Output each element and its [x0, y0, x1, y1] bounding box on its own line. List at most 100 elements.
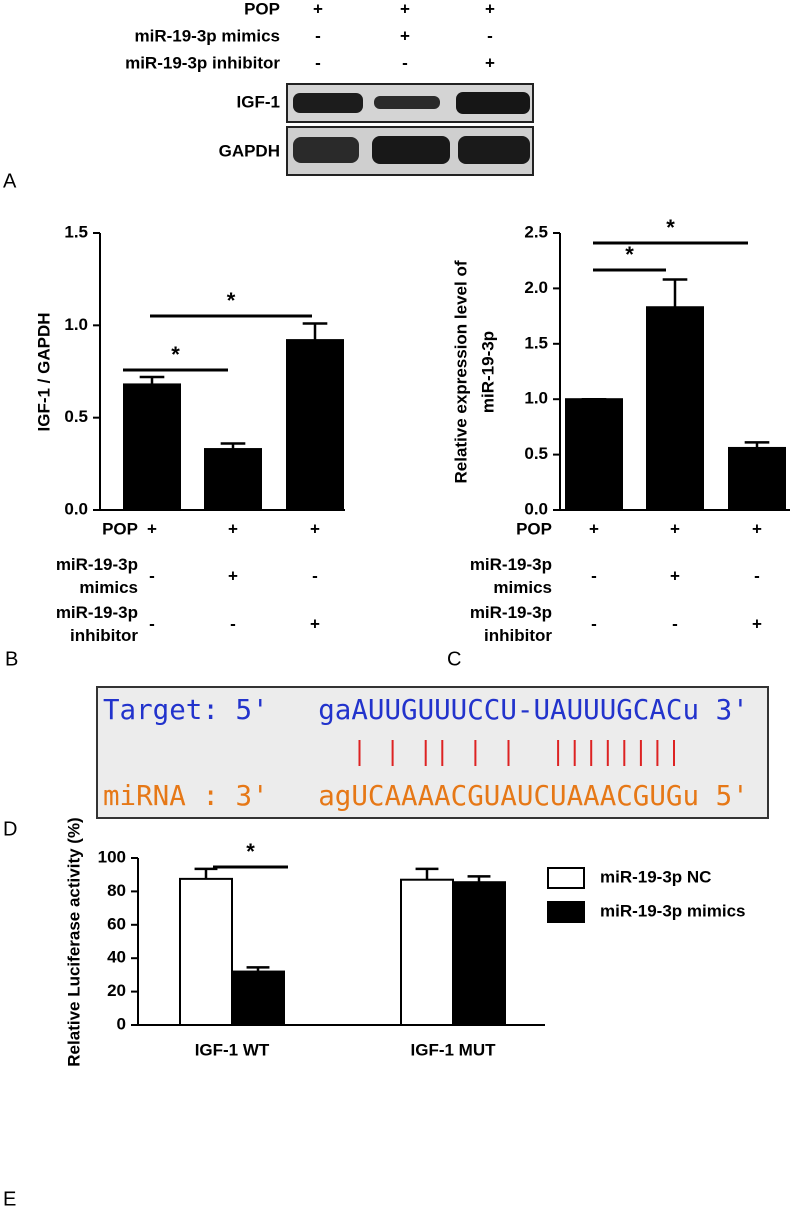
- bar: [565, 398, 623, 512]
- legend-label: miR-19-3p NC: [600, 867, 711, 886]
- y-tick-label: 1.5: [524, 333, 548, 352]
- sign: +: [310, 614, 320, 633]
- y-tick-label: 80: [107, 881, 126, 900]
- x-tick-label: IGF-1 WT: [195, 1040, 270, 1059]
- y-tick-label: 1.0: [64, 315, 88, 334]
- significance-label: *: [246, 839, 255, 864]
- significance-label: *: [171, 342, 180, 367]
- y-tick-label: 0.5: [524, 444, 548, 463]
- bar: [204, 448, 262, 511]
- y-axis-label: Relative Luciferase activity (%): [64, 817, 83, 1066]
- sign: +: [589, 519, 599, 538]
- target-sequence: Target: 5' gaAUUGUUUCCU-UAUUUGCACu 3': [103, 694, 749, 726]
- mirna-sequence: miRNA : 3' agUCAAAACGUAUCUAAACGUGu 5': [103, 780, 749, 812]
- sign: -: [591, 566, 597, 585]
- sign: -: [149, 566, 155, 585]
- error-bar: [220, 442, 246, 450]
- y-tick-label: 60: [107, 914, 126, 933]
- blot-label: GAPDH: [219, 141, 280, 160]
- row-label: miR-19-3p: [470, 603, 552, 622]
- y-tick-label: 100: [98, 847, 126, 866]
- bar: [231, 970, 285, 1026]
- bar: [452, 881, 506, 1027]
- bar: [286, 339, 344, 511]
- panel-label: C: [447, 648, 461, 670]
- sign: -: [315, 26, 321, 45]
- y-tick-label: 1.5: [64, 222, 88, 241]
- sign: +: [400, 26, 410, 45]
- row-label: POP: [516, 519, 552, 538]
- bar: [400, 878, 454, 1027]
- sign: -: [754, 566, 760, 585]
- sign: +: [313, 0, 323, 18]
- panel-label: E: [3, 1188, 16, 1210]
- bar: [123, 383, 181, 511]
- row-label: POP: [244, 0, 280, 18]
- sign: +: [670, 566, 680, 585]
- sign: -: [230, 614, 236, 633]
- y-tick-label: 0.0: [524, 499, 548, 518]
- sign: +: [228, 566, 238, 585]
- bar: [646, 306, 704, 511]
- sign: +: [400, 0, 410, 18]
- row-label: POP: [102, 519, 138, 538]
- sign: +: [485, 0, 495, 18]
- row-label: miR-19-3p: [470, 555, 552, 574]
- error-bar: [194, 867, 218, 879]
- significance-label: *: [666, 215, 675, 240]
- error-bar: [415, 867, 439, 880]
- sign: -: [487, 26, 493, 45]
- y-axis-label: IGF-1 / GAPDH: [34, 312, 53, 431]
- bar: [179, 877, 233, 1026]
- error-bar: [302, 322, 328, 341]
- panel-label: D: [3, 818, 17, 840]
- row-label: miR-19-3p mimics: [135, 26, 281, 45]
- sign: +: [752, 519, 762, 538]
- row-label: mimics: [79, 578, 138, 597]
- y-tick-label: 0: [117, 1014, 126, 1033]
- row-label: miR-19-3p: [56, 603, 138, 622]
- sign: +: [670, 519, 680, 538]
- legend-swatch: [547, 901, 585, 923]
- y-axis-label: miR-19-3p: [478, 331, 497, 413]
- sequence-box: [96, 686, 769, 819]
- sign: -: [312, 566, 318, 585]
- western-blot: [286, 83, 534, 176]
- blot-label: IGF-1: [237, 92, 280, 111]
- significance-label: *: [625, 242, 634, 267]
- significance-label: *: [227, 288, 236, 313]
- y-axis-label: Relative expression level of: [451, 260, 470, 483]
- sign: -: [591, 614, 597, 633]
- sign: -: [149, 614, 155, 633]
- y-tick-label: 0.5: [64, 407, 88, 426]
- panel-label: B: [5, 648, 18, 670]
- row-label: inhibitor: [484, 626, 552, 645]
- y-tick-label: 2.0: [524, 278, 548, 297]
- error-bar: [467, 875, 491, 883]
- row-label: inhibitor: [70, 626, 138, 645]
- sign: +: [485, 53, 495, 72]
- y-tick-label: 0.0: [64, 499, 88, 518]
- error-bar: [744, 441, 770, 448]
- sign: +: [752, 614, 762, 633]
- sign: -: [315, 53, 321, 72]
- sign: +: [310, 519, 320, 538]
- y-tick-label: 40: [107, 948, 126, 967]
- y-tick-label: 1.0: [524, 389, 548, 408]
- y-tick-label: 20: [107, 981, 126, 1000]
- error-bar: [662, 278, 688, 308]
- row-label: mimics: [493, 578, 552, 597]
- sign: +: [147, 519, 157, 538]
- legend-swatch: [547, 867, 585, 889]
- x-tick-label: IGF-1 MUT: [411, 1040, 497, 1059]
- error-bar: [139, 375, 165, 385]
- panel-label: A: [3, 170, 17, 192]
- y-tick-label: 2.5: [524, 222, 548, 241]
- sign: -: [672, 614, 678, 633]
- legend-label: miR-19-3p mimics: [600, 901, 746, 920]
- base-pairs: [358, 740, 675, 766]
- error-bar: [246, 966, 270, 972]
- sign: -: [402, 53, 408, 72]
- row-label: miR-19-3p inhibitor: [125, 53, 280, 72]
